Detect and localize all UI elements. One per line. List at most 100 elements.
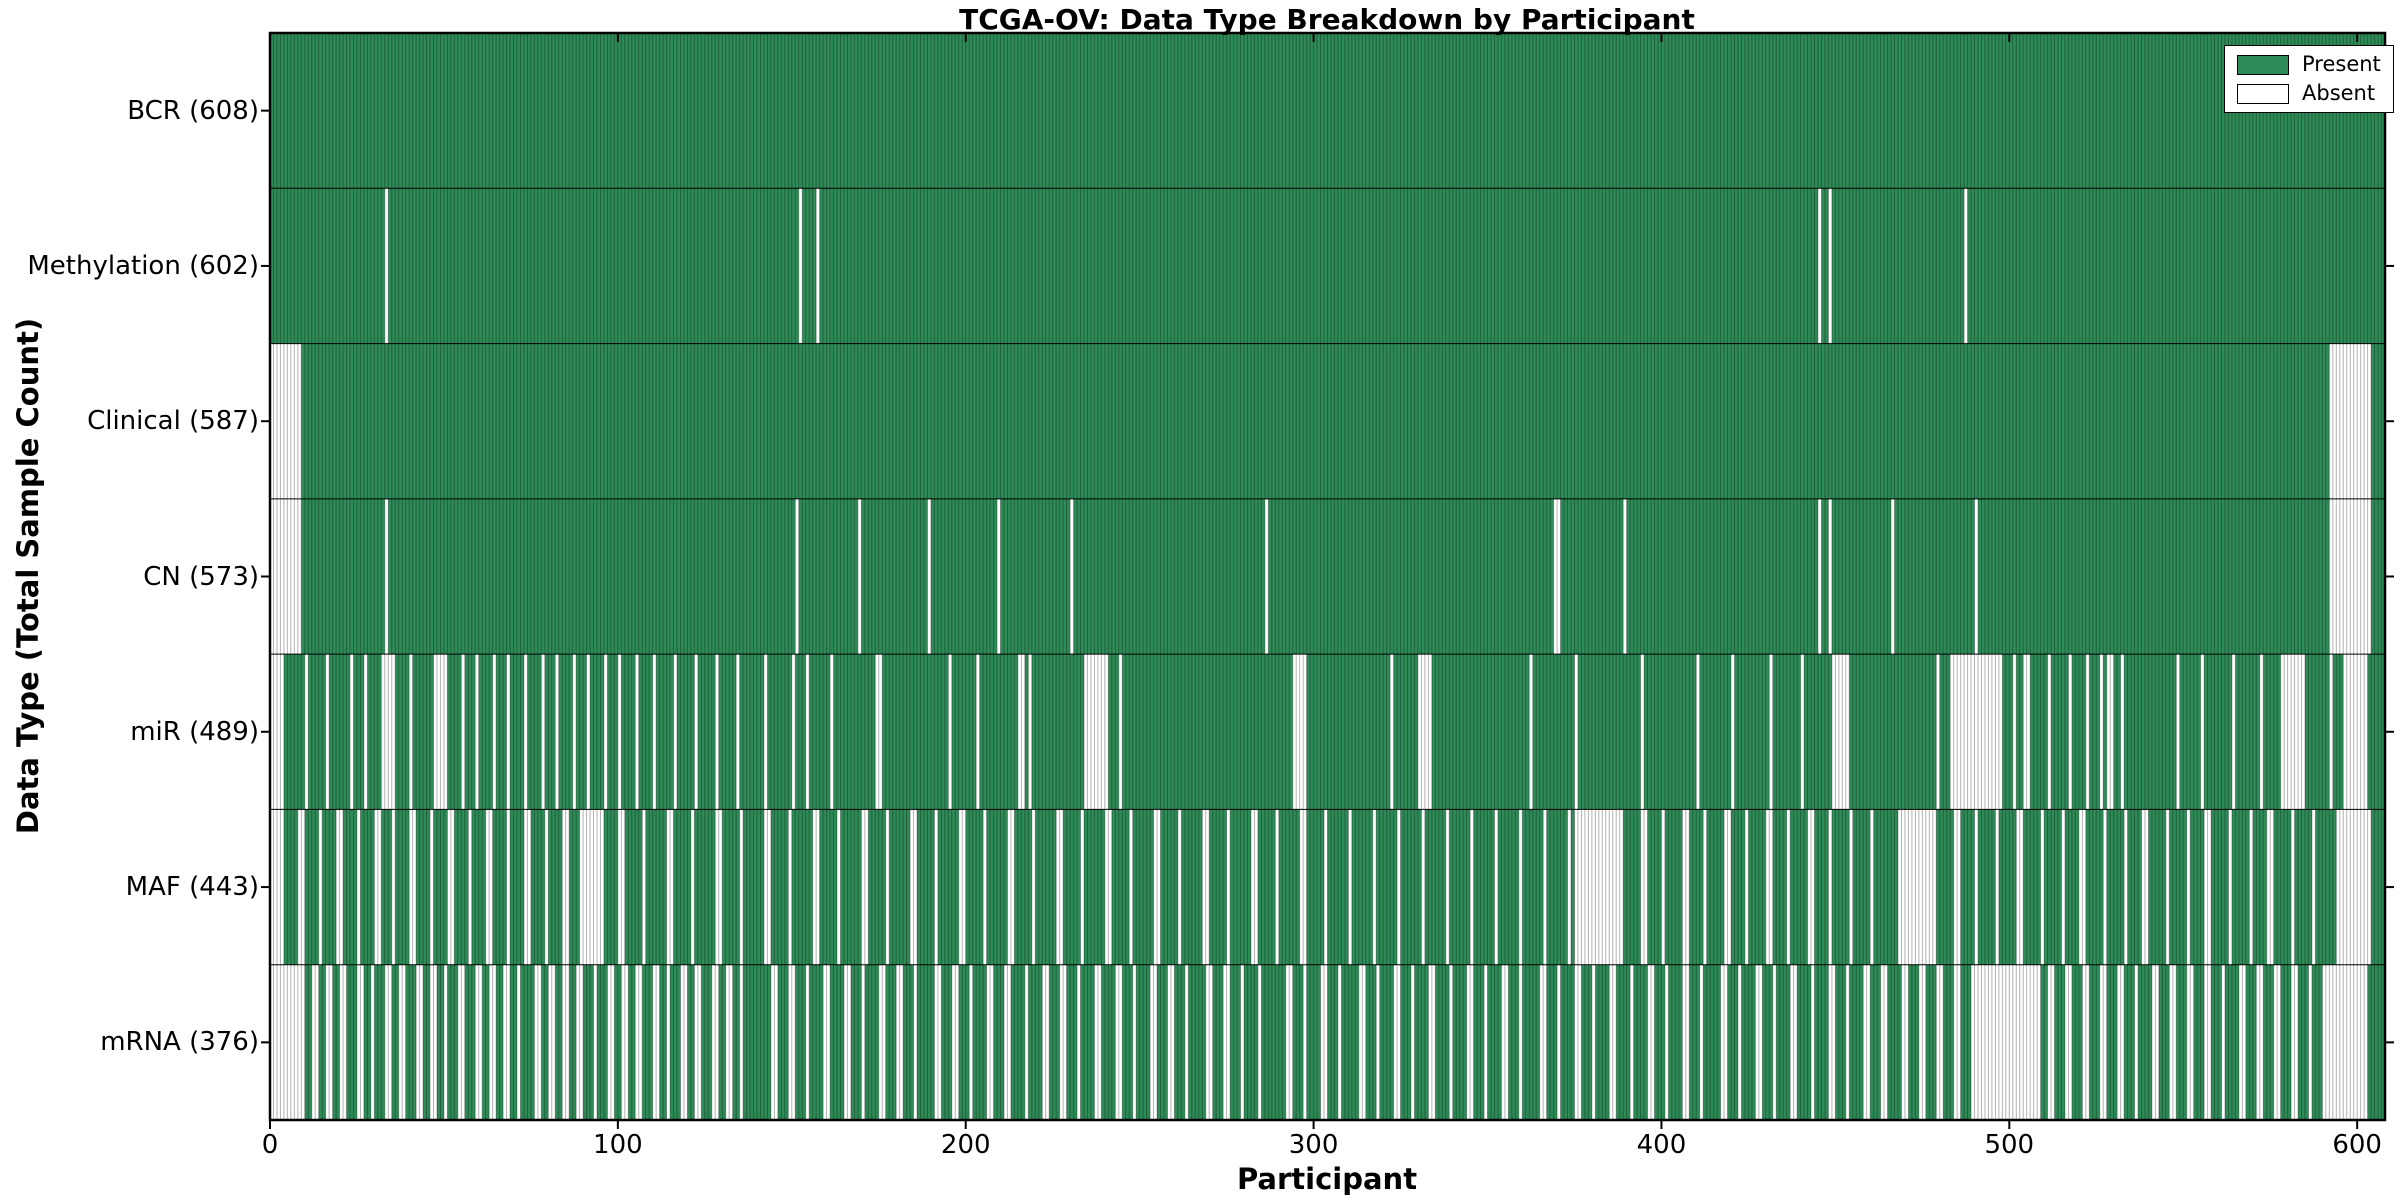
- row-MAF-absent-block: [1897, 809, 1937, 965]
- row-MAF-absent-block: [1348, 809, 1352, 965]
- row-miR-absent-block: [586, 654, 591, 810]
- row-MAF-absent-block: [1574, 809, 1624, 965]
- row-miR-absent-block: [2068, 654, 2072, 810]
- row-miR-absent-block: [830, 654, 834, 810]
- row-mRNA-absent-block: [1539, 964, 1547, 1120]
- row-mRNA-absent-block: [1184, 964, 1189, 1120]
- row-miR-absent-block: [635, 654, 639, 810]
- row-Methylation-present: [270, 188, 2385, 344]
- row-miR-absent-block: [617, 654, 622, 810]
- row-mRNA-absent-block: [1953, 964, 1961, 1120]
- row-mRNA-absent-block: [2151, 964, 2159, 1120]
- row-MAF-absent-block: [430, 809, 434, 965]
- row-mRNA-absent-block: [1880, 964, 1888, 1120]
- row-miR-absent-block: [1769, 654, 1773, 810]
- row-MAF-absent-block: [2186, 809, 2191, 965]
- row-mRNA-absent-block: [1240, 964, 1245, 1120]
- row-MAF-absent-block: [1494, 809, 1498, 965]
- row-miR-absent-block: [363, 654, 368, 810]
- row-mRNA-absent-block: [1971, 964, 2041, 1120]
- row-mRNA-absent-block: [1901, 964, 1909, 1120]
- row-mRNA-absent-block: [913, 964, 918, 1120]
- row-mRNA-absent-block: [1376, 964, 1380, 1120]
- row-MAF-absent-block: [788, 809, 792, 965]
- row-mRNA-absent-block: [1518, 964, 1523, 1120]
- row-miR-absent-block: [1028, 654, 1032, 810]
- legend-item-present: Present: [2237, 54, 2381, 75]
- row-miR-absent-block: [2259, 654, 2264, 810]
- chart-title: TCGA-OV: Data Type Breakdown by Particip…: [959, 3, 1695, 36]
- x-axis-label: Participant: [1236, 1162, 1418, 1196]
- row-MAF-absent-block: [812, 809, 820, 965]
- row-MAF-absent-block: [356, 809, 361, 965]
- row-mRNA-absent-block: [489, 964, 497, 1120]
- row-MAF-absent-block: [318, 809, 323, 965]
- row-miR-absent-block: [506, 654, 511, 810]
- row-MAF-absent-block: [1953, 809, 1961, 965]
- row-CN-absent-block: [1070, 498, 1074, 655]
- row-MAF-absent-block: [468, 809, 472, 965]
- row-MAF-absent-block: [1724, 809, 1732, 965]
- row-mRNA-absent-block: [2169, 964, 2177, 1120]
- row-mRNA-absent-block: [2099, 964, 2107, 1120]
- row-mRNA-absent-block: [1059, 964, 1067, 1120]
- row-MAF-absent-block: [1226, 809, 1231, 965]
- row-Methylation-absent-block: [1817, 188, 1822, 344]
- row-MAF-absent-block: [447, 809, 455, 965]
- row-mRNA-absent-block: [1077, 964, 1081, 1120]
- row-mRNA-absent-block: [1828, 964, 1836, 1120]
- row-MAF-absent-block: [1177, 809, 1182, 965]
- row-MAF-absent-block: [2249, 809, 2253, 965]
- row-miR-absent-block: [523, 654, 528, 810]
- row-mRNA-absent-block: [934, 964, 942, 1120]
- row-CN-absent-block: [795, 498, 799, 655]
- row-mRNA-absent-block: [2256, 964, 2264, 1120]
- row-miR-absent-block: [2176, 654, 2180, 810]
- row-mRNA-absent-block: [1936, 964, 1944, 1120]
- row-MAF-absent-block: [1661, 809, 1665, 965]
- row-mRNA-absent-block: [384, 964, 392, 1120]
- row-mRNA-absent-block: [1918, 964, 1926, 1120]
- row-MAF-absent-block: [506, 809, 511, 965]
- row-MAF-absent-block: [1421, 809, 1425, 965]
- row-mRNA-absent-block: [2047, 964, 2055, 1120]
- row-mRNA-absent-block: [694, 964, 702, 1120]
- x-tick-label-400: 400: [1636, 1130, 1687, 1160]
- row-mRNA-absent-block: [1285, 964, 1293, 1120]
- row-MAF-absent-block: [1129, 809, 1133, 965]
- legend: Present Absent: [2224, 45, 2394, 113]
- row-MAF-absent-block: [1104, 809, 1112, 965]
- row-MAF-absent-block: [1744, 809, 1749, 965]
- row-Clinical-absent-block: [270, 343, 302, 499]
- row-miR-absent-block: [948, 654, 952, 810]
- row-mRNA-absent-block: [562, 964, 570, 1120]
- legend-item-absent: Absent: [2237, 83, 2381, 104]
- row-mRNA-absent-block: [1132, 964, 1137, 1120]
- row-mRNA-absent-block: [711, 964, 719, 1120]
- row-miR-absent-block: [304, 654, 309, 810]
- row-MAF-absent-block: [617, 809, 625, 965]
- x-tick-label-0: 0: [261, 1130, 279, 1160]
- row-MAF-absent-block: [983, 809, 987, 965]
- row-MAF-absent-block: [1828, 809, 1832, 965]
- row-MAF-absent-block: [1518, 809, 1523, 965]
- row-MAF-absent-block: [715, 809, 723, 965]
- row-Methylation-absent-block: [816, 188, 820, 344]
- row-MAF-absent-block: [1202, 809, 1210, 965]
- row-MAF-absent-block: [2311, 809, 2316, 965]
- row-mRNA-absent-block: [1094, 964, 1102, 1120]
- row-mRNA-absent-block: [1205, 964, 1213, 1120]
- row-mRNA-absent-block: [1609, 964, 1617, 1120]
- row-MAF-absent-block: [2078, 809, 2086, 965]
- row-miR-absent-block: [2106, 654, 2114, 810]
- row-MAF-absent-block: [1372, 809, 1377, 965]
- row-MAF-absent-block: [2266, 809, 2274, 965]
- row-mRNA-absent-block: [1410, 964, 1415, 1120]
- row-MAF-absent-block: [2141, 809, 2149, 965]
- row-mRNA-absent-block: [770, 964, 778, 1120]
- row-MAF-absent-block: [1567, 809, 1572, 965]
- row-miR-absent-block: [1696, 654, 1700, 810]
- row-miR-present: [270, 654, 2385, 810]
- row-mRNA-absent-block: [2134, 964, 2139, 1120]
